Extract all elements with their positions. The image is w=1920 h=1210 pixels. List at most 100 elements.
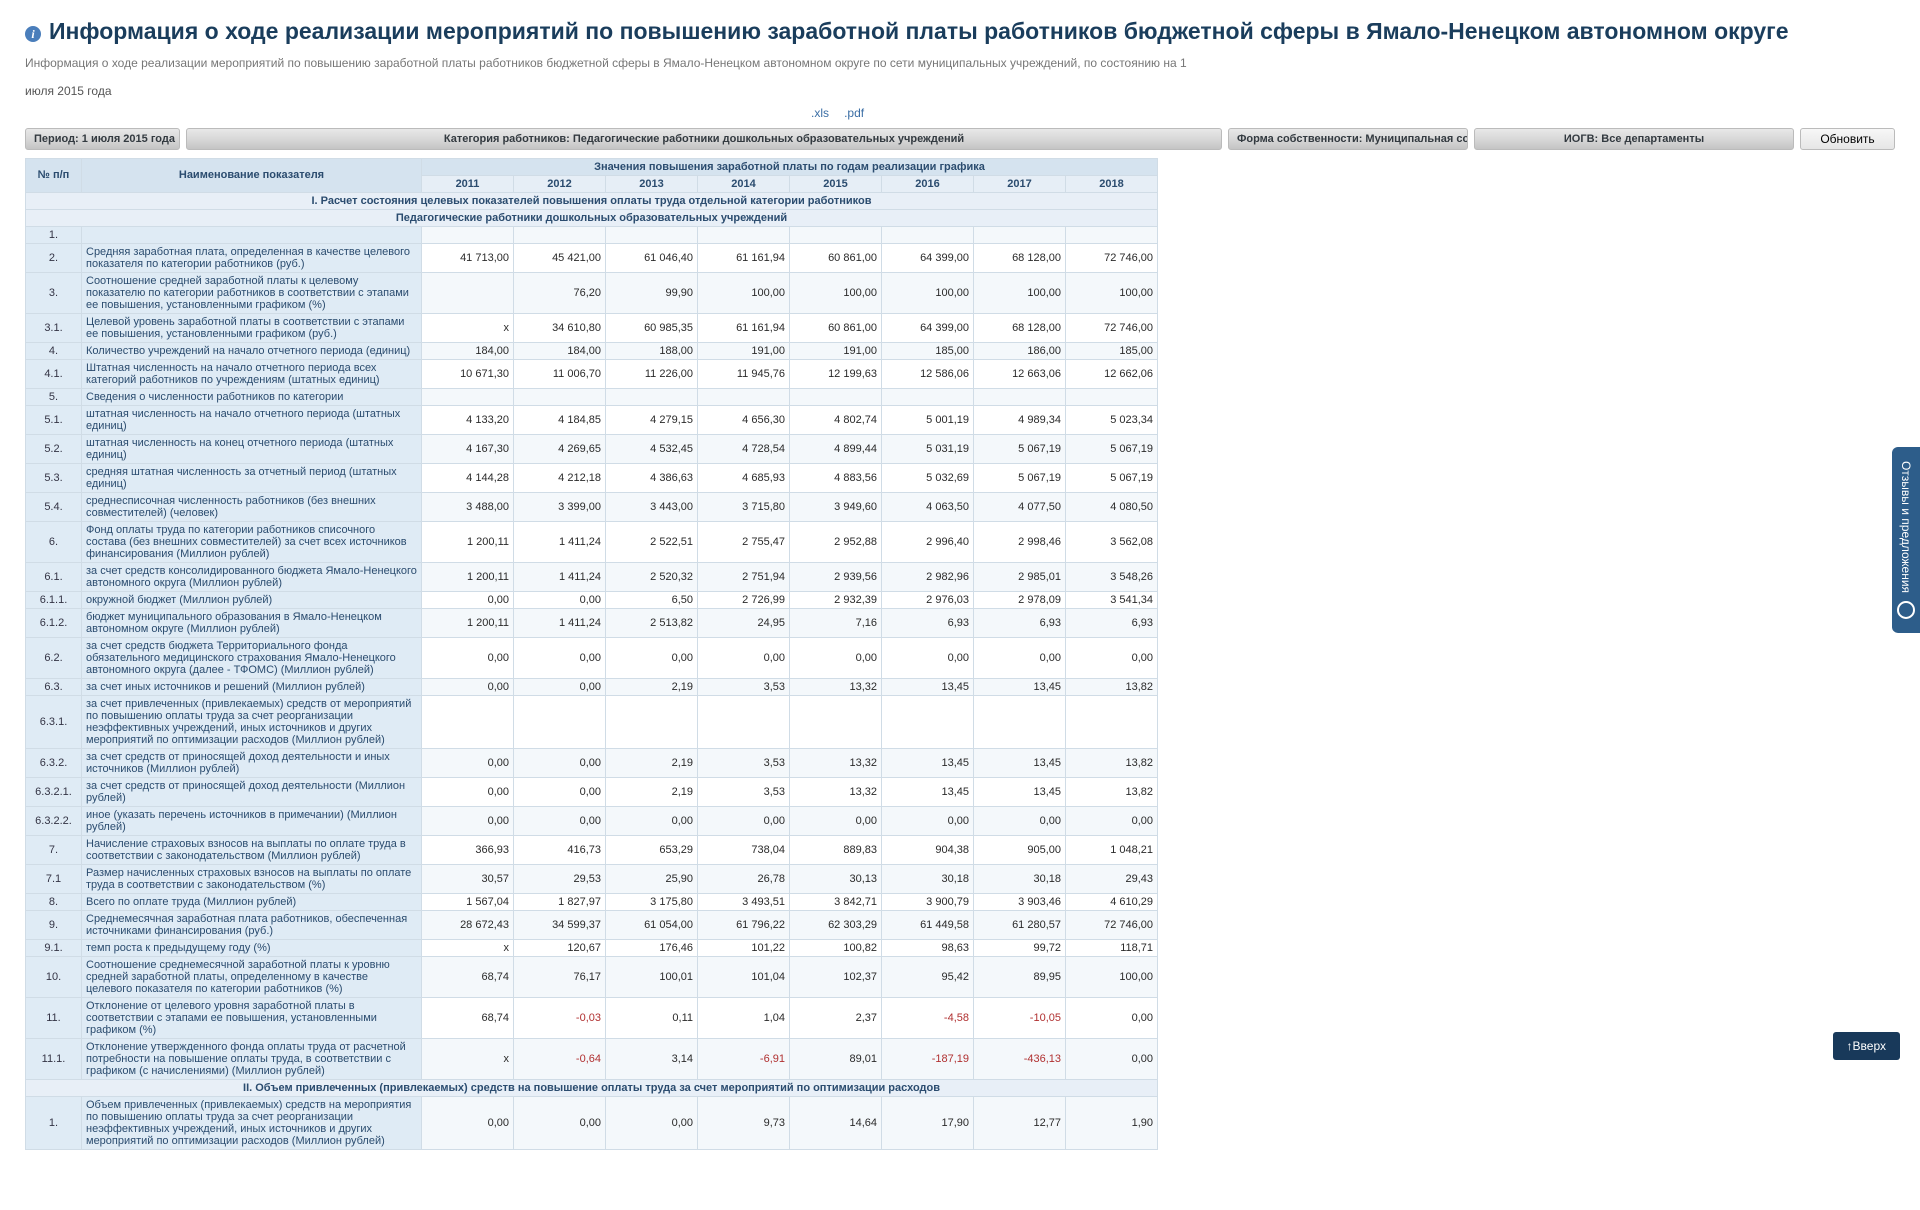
row-name: Средняя заработная плата, определенная в…: [82, 243, 422, 272]
cell-value: 98,63: [882, 939, 974, 956]
row-name: Отклонение от целевого уровня заработной…: [82, 997, 422, 1038]
year-header: 2018: [1066, 175, 1158, 192]
row-name: Начисление страховых взносов на выплаты …: [82, 835, 422, 864]
row-name: Объем привлеченных (привлекаемых) средст…: [82, 1096, 422, 1149]
cell-value: 4 080,50: [1066, 492, 1158, 521]
download-pdf[interactable]: .pdf: [844, 106, 864, 120]
cell-value: 1 411,24: [514, 608, 606, 637]
row-name: бюджет муниципального образования в Ямал…: [82, 608, 422, 637]
refresh-button[interactable]: Обновить: [1800, 128, 1895, 150]
cell-value: 6,93: [974, 608, 1066, 637]
row-name: за счет привлеченных (привлекаемых) сред…: [82, 695, 422, 748]
row-name: Соотношение среднемесячной заработной пл…: [82, 956, 422, 997]
cell-value: [1066, 695, 1158, 748]
cell-value: 2 751,94: [698, 562, 790, 591]
cell-value: 184,00: [422, 342, 514, 359]
page-subtitle: Информация о ходе реализации мероприятий…: [25, 56, 1895, 70]
scroll-top-button[interactable]: ↑Вверх: [1833, 1032, 1900, 1060]
cell-value: x: [422, 939, 514, 956]
feedback-tab[interactable]: Отзывы и предложения: [1892, 447, 1920, 633]
cell-value: 2,19: [606, 777, 698, 806]
cell-value: 89,95: [974, 956, 1066, 997]
cell-value: 1 411,24: [514, 562, 606, 591]
cell-value: 72 746,00: [1066, 243, 1158, 272]
row-number: 4.1.: [26, 359, 82, 388]
filter-ownership[interactable]: Форма собственности: Муниципальная собст…: [1228, 128, 1468, 150]
cell-value: 0,00: [882, 806, 974, 835]
cell-value: -6,91: [698, 1038, 790, 1079]
cell-value: 68 128,00: [974, 313, 1066, 342]
cell-value: 12 662,06: [1066, 359, 1158, 388]
cell-value: 68,74: [422, 956, 514, 997]
cell-value: 0,00: [514, 748, 606, 777]
cell-value: 0,00: [606, 1096, 698, 1149]
feedback-label: Отзывы и предложения: [1899, 461, 1913, 593]
cell-value: 102,37: [790, 956, 882, 997]
cell-value: 738,04: [698, 835, 790, 864]
row-number: 6.: [26, 521, 82, 562]
year-header: 2015: [790, 175, 882, 192]
cell-value: x: [422, 313, 514, 342]
cell-value: 61 449,58: [882, 910, 974, 939]
cell-value: [974, 226, 1066, 243]
cell-value: 2 939,56: [790, 562, 882, 591]
cell-value: 2 978,09: [974, 591, 1066, 608]
cell-value: [422, 226, 514, 243]
download-xls[interactable]: .xls: [811, 106, 829, 120]
cell-value: 2 522,51: [606, 521, 698, 562]
cell-value: 2 932,39: [790, 591, 882, 608]
row-name: за счет средств от приносящей доход деят…: [82, 748, 422, 777]
cell-value: 7,16: [790, 608, 882, 637]
cell-value: 30,18: [974, 864, 1066, 893]
row-number: 7.: [26, 835, 82, 864]
cell-value: 61 280,57: [974, 910, 1066, 939]
cell-value: 100,00: [1066, 272, 1158, 313]
cell-value: [882, 695, 974, 748]
section-header: II. Объем привлеченных (привлекаемых) ср…: [26, 1079, 1158, 1096]
cell-value: 0,00: [606, 637, 698, 678]
row-number: 5.2.: [26, 434, 82, 463]
cell-value: 0,00: [422, 777, 514, 806]
cell-value: 4 685,93: [698, 463, 790, 492]
cell-value: 41 713,00: [422, 243, 514, 272]
cell-value: 1 827,97: [514, 893, 606, 910]
row-name: за счет средств от приносящей доход деят…: [82, 777, 422, 806]
cell-value: 3 903,46: [974, 893, 1066, 910]
cell-value: 9,73: [698, 1096, 790, 1149]
cell-value: 5 067,19: [1066, 434, 1158, 463]
year-header: 2017: [974, 175, 1066, 192]
row-name: окружной бюджет (Миллион рублей): [82, 591, 422, 608]
cell-value: 0,00: [422, 1096, 514, 1149]
cell-value: 72 746,00: [1066, 313, 1158, 342]
cell-value: [422, 695, 514, 748]
row-name: средняя штатная численность за отчетный …: [82, 463, 422, 492]
cell-value: 4 133,20: [422, 405, 514, 434]
cell-value: 0,00: [790, 637, 882, 678]
cell-value: 0,00: [514, 678, 606, 695]
cell-value: 904,38: [882, 835, 974, 864]
cell-value: 4 883,56: [790, 463, 882, 492]
cell-value: [422, 388, 514, 405]
filter-iogv[interactable]: ИОГВ: Все департаменты: [1474, 128, 1794, 150]
cell-value: x: [422, 1038, 514, 1079]
cell-value: 0,00: [698, 637, 790, 678]
cell-value: 30,13: [790, 864, 882, 893]
cell-value: 0,00: [974, 637, 1066, 678]
filter-period[interactable]: Период: 1 июля 2015 года: [25, 128, 180, 150]
row-name: Штатная численность на начало отчетного …: [82, 359, 422, 388]
cell-value: 101,22: [698, 939, 790, 956]
cell-value: 64 399,00: [882, 243, 974, 272]
cell-value: 3 900,79: [882, 893, 974, 910]
row-number: 3.: [26, 272, 82, 313]
cell-value: [698, 226, 790, 243]
cell-value: 100,00: [698, 272, 790, 313]
cell-value: 13,32: [790, 748, 882, 777]
cell-value: 2,19: [606, 678, 698, 695]
cell-value: 1 200,11: [422, 562, 514, 591]
cell-value: [882, 388, 974, 405]
cell-value: 0,00: [422, 806, 514, 835]
filter-category[interactable]: Категория работников: Педагогические раб…: [186, 128, 1222, 150]
row-name: Целевой уровень заработной платы в соотв…: [82, 313, 422, 342]
row-number: 5.: [26, 388, 82, 405]
cell-value: 99,90: [606, 272, 698, 313]
